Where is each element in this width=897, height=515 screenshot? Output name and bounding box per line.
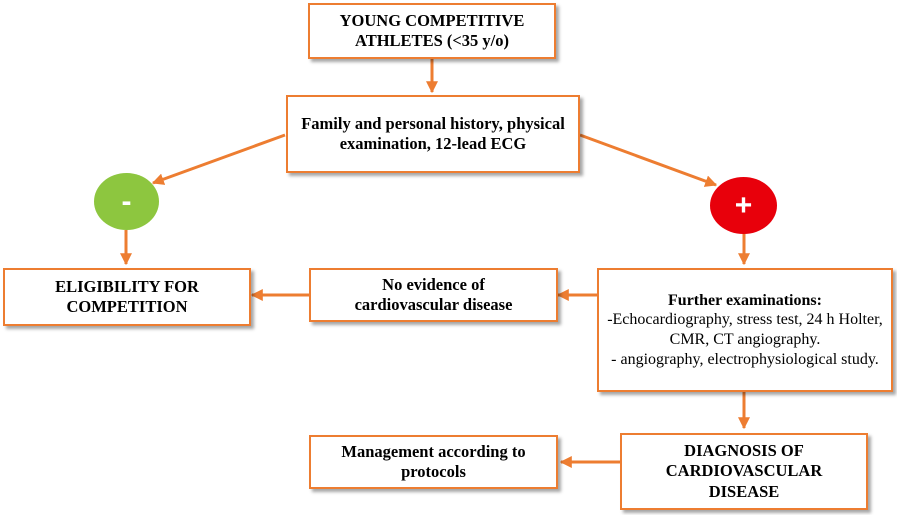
no-evidence-box: No evidence of cardiovascular disease <box>309 268 558 322</box>
arrow-screening-to-positive <box>579 133 718 187</box>
management-box: Management according to protocols <box>309 435 558 489</box>
eligibility-text: ELIGIBILITY FOR COMPETITION <box>55 276 199 316</box>
positive-result-circle: + <box>710 177 777 234</box>
young-athletes-text: YOUNG COMPETITIVE ATHLETES (<35 y/o) <box>339 10 525 50</box>
arrow-screening-to-negative <box>151 133 286 185</box>
screening-box: Family and personal history, physical ex… <box>286 95 580 173</box>
negative-result-circle: - <box>94 173 159 230</box>
diagnosis-text: DIAGNOSIS OF CARDIOVASCULAR DISEASE <box>665 441 823 501</box>
further-examinations-title: Further examinations: <box>668 291 822 309</box>
negative-symbol: - <box>121 184 132 218</box>
management-text: Management according to protocols <box>341 441 526 481</box>
young-athletes-box: YOUNG COMPETITIVE ATHLETES (<35 y/o) <box>308 3 556 59</box>
further-examinations-box: Further examinations: -Echocardiography,… <box>597 268 893 392</box>
screening-text: Family and personal history, physical ex… <box>301 113 565 153</box>
eligibility-box: ELIGIBILITY FOR COMPETITION <box>3 268 251 326</box>
no-evidence-text: No evidence of cardiovascular disease <box>354 274 513 314</box>
diagnosis-box: DIAGNOSIS OF CARDIOVASCULAR DISEASE <box>620 433 868 510</box>
positive-symbol: + <box>734 188 753 222</box>
further-examinations-line1: -Echocardiography, stress test, 24 h Hol… <box>607 311 883 348</box>
further-examinations-line2: - angiography, electrophysiological stud… <box>611 350 879 368</box>
